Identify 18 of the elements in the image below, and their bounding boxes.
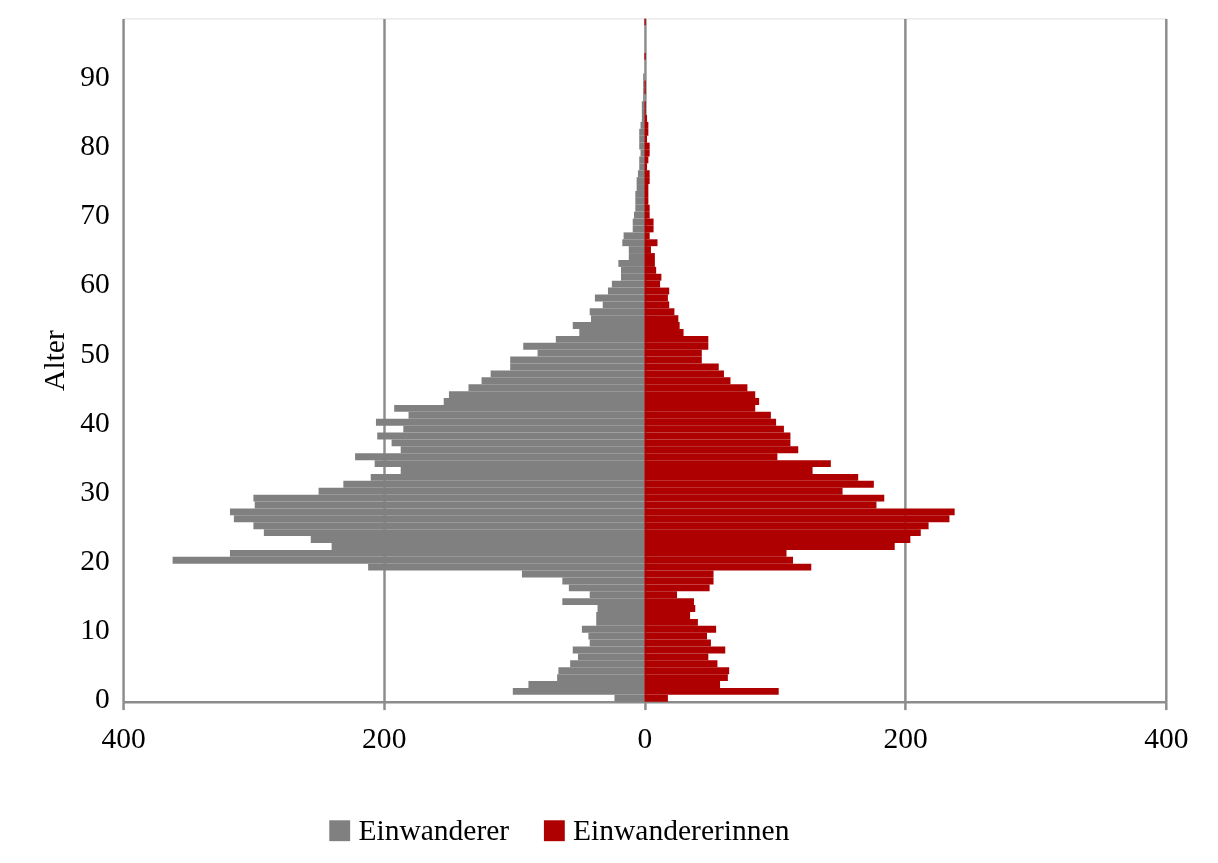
y-tick-label: 50: [80, 336, 110, 369]
x-tick-label: 200: [362, 721, 407, 754]
y-tick-label: 30: [80, 474, 110, 507]
x-tick-label: 0: [637, 721, 653, 754]
legend-label: Einwandererinnen: [573, 813, 790, 846]
x-tick-label: 400: [1144, 721, 1189, 754]
x-tick-label: 200: [883, 721, 928, 754]
y-tick-label: 80: [80, 129, 110, 162]
y-tick-label: 70: [80, 198, 110, 231]
y-tick-label: 90: [80, 60, 110, 93]
x-tick-label: 400: [101, 721, 146, 754]
y-tick-label: 20: [80, 543, 110, 576]
y-tick-label: 10: [80, 612, 110, 645]
y-tick-label: 40: [80, 405, 110, 438]
y-tick-label: 60: [80, 267, 110, 300]
y-tick-label: 0: [95, 681, 110, 714]
legend-label: Einwanderer: [358, 813, 510, 846]
y-axis-title: Alter: [38, 330, 71, 391]
